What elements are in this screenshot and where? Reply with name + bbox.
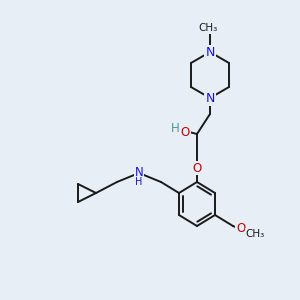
- Text: N: N: [135, 167, 143, 179]
- Text: H: H: [171, 122, 179, 136]
- Text: H: H: [135, 177, 143, 187]
- Text: CH₃: CH₃: [198, 23, 218, 33]
- Text: O: O: [236, 223, 246, 236]
- Text: O: O: [180, 127, 190, 140]
- Text: N: N: [205, 92, 215, 104]
- Text: N: N: [205, 46, 215, 59]
- Text: CH₃: CH₃: [245, 229, 265, 239]
- Text: O: O: [192, 161, 202, 175]
